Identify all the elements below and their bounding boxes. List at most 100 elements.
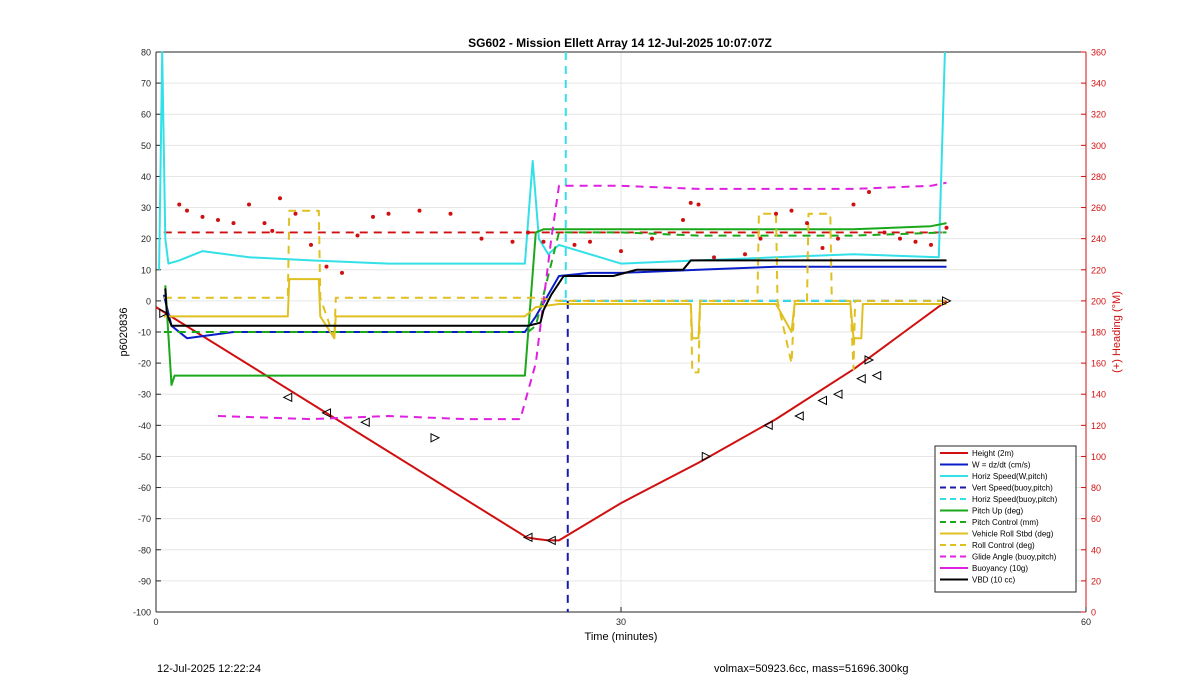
heading-point: [417, 208, 422, 213]
marker-left: [282, 392, 293, 403]
y-tick-label-left: -10: [138, 328, 151, 338]
marker-right: [159, 308, 169, 319]
legend-label: Buoyancy (10g): [972, 564, 1028, 573]
marker-right: [701, 451, 712, 462]
y-tick-label-left: 70: [141, 79, 151, 89]
legend-label: W = dz/dt (cm/s): [972, 461, 1031, 470]
heading-point: [216, 218, 220, 222]
heading-point: [185, 208, 189, 213]
series-roll-control-deg: [163, 209, 947, 374]
marker-right: [942, 296, 952, 306]
footer-volmax-mass: volmax=50923.6cc, mass=51696.300kg: [714, 663, 909, 675]
heading-point: [177, 202, 182, 207]
y-tick-label-right: 360: [1091, 48, 1106, 58]
heading-point: [688, 200, 693, 205]
marker-left: [871, 370, 882, 381]
marker-right: [864, 355, 875, 365]
marker-left: [817, 395, 827, 406]
heading-point: [619, 249, 623, 254]
legend-label: Roll Control (deg): [972, 541, 1035, 550]
heading-point: [510, 239, 515, 244]
heading-point: [851, 202, 856, 207]
heading-point: [526, 230, 530, 235]
legend-label: Vehicle Roll Stbd (deg): [972, 530, 1054, 539]
legend-label: Vert Speed(buoy,pitch): [972, 484, 1053, 493]
y-tick-label-left: -60: [138, 483, 151, 493]
y-axis-label-right: (+) Heading (°M): [1111, 291, 1123, 373]
y-tick-label-right: 20: [1091, 576, 1101, 586]
y-tick-label-left: -80: [138, 545, 151, 555]
y-tick-label-left: 80: [141, 48, 151, 58]
y-tick-label-right: 40: [1091, 545, 1101, 555]
heading-point: [293, 211, 298, 216]
heading-point: [247, 202, 251, 207]
heading-point: [479, 236, 484, 241]
heading-point: [944, 225, 949, 230]
heading-point: [278, 196, 282, 201]
heading-point: [743, 252, 747, 257]
heading-point: [882, 230, 887, 235]
y-tick-label-left: 20: [141, 234, 151, 244]
heading-point: [588, 239, 592, 244]
marker-left: [546, 535, 556, 546]
marker-left: [832, 389, 843, 400]
heading-point: [270, 228, 275, 233]
y-tick-label-right: 200: [1091, 296, 1106, 306]
footer-timestamp: 12-Jul-2025 12:22:24: [157, 663, 261, 675]
heading-point: [355, 233, 360, 238]
heading-point: [231, 221, 236, 226]
y-tick-label-right: 80: [1091, 483, 1101, 493]
legend-label: Pitch Control (mm): [972, 518, 1039, 527]
series-pitch-up-deg: [164, 222, 947, 386]
marker-left: [794, 411, 804, 421]
heading-point: [774, 211, 778, 216]
heading-point: [696, 202, 701, 207]
y-tick-label-right: 220: [1091, 265, 1106, 275]
y-tick-label-left: 30: [141, 203, 151, 213]
y-tick-label-left: -100: [133, 608, 151, 618]
y-tick-label-right: 300: [1091, 141, 1106, 151]
y-tick-label-right: 180: [1091, 328, 1106, 338]
y-tick-label-right: 160: [1091, 359, 1106, 369]
legend-label: VBD (10 cc): [972, 576, 1015, 585]
heading-point: [805, 221, 809, 226]
y-tick-label-right: 140: [1091, 390, 1106, 400]
y-tick-label-right: 100: [1091, 452, 1106, 462]
direction-markers: [159, 296, 952, 546]
y-tick-label-left: -50: [138, 452, 151, 462]
heading-point: [572, 242, 577, 247]
x-tick-label: 0: [153, 617, 158, 627]
series-height-2m: [155, 300, 948, 542]
heading-point: [867, 190, 871, 194]
series-glide-angle-buoy-pitch: [217, 181, 947, 421]
y-tick-label-right: 240: [1091, 234, 1106, 244]
marker-left: [522, 532, 533, 543]
y-axis-label-left: p6020836: [118, 308, 130, 357]
series-vbd-10-cc: [164, 259, 947, 327]
heading-point: [386, 211, 391, 216]
series-horiz-speed-w-pitch: [158, 51, 946, 270]
x-axis-label: Time (minutes): [585, 631, 658, 643]
y-tick-label-right: 120: [1091, 421, 1106, 431]
y-tick-label-left: -20: [138, 359, 151, 369]
heading-point: [371, 214, 375, 219]
legend-label: Pitch Up (deg): [972, 507, 1023, 516]
y-tick-label-left: 40: [141, 172, 151, 182]
heading-point: [650, 236, 654, 241]
heading-point: [836, 236, 840, 241]
legend-label: Horiz Speed(W,pitch): [972, 472, 1048, 481]
heading-point: [681, 218, 685, 222]
y-tick-label-right: 0: [1091, 608, 1096, 618]
y-tick-label-left: 0: [146, 296, 151, 306]
y-tick-label-left: -90: [138, 576, 151, 586]
heading-point: [340, 270, 344, 275]
heading-point: [789, 208, 794, 213]
x-tick-label: 60: [1081, 617, 1091, 627]
y-tick-label-left: 10: [141, 265, 151, 275]
legend: Height (2m) W = dz/dt (cm/s) Horiz Speed(W…: [934, 445, 1077, 593]
y-tick-label-right: 280: [1091, 172, 1106, 182]
marker-left: [856, 373, 866, 384]
heading-point: [712, 255, 716, 260]
axes: -100-90-80-70-60-50-40-30-20-10010203040…: [133, 48, 1106, 628]
heading-point: [448, 211, 453, 216]
